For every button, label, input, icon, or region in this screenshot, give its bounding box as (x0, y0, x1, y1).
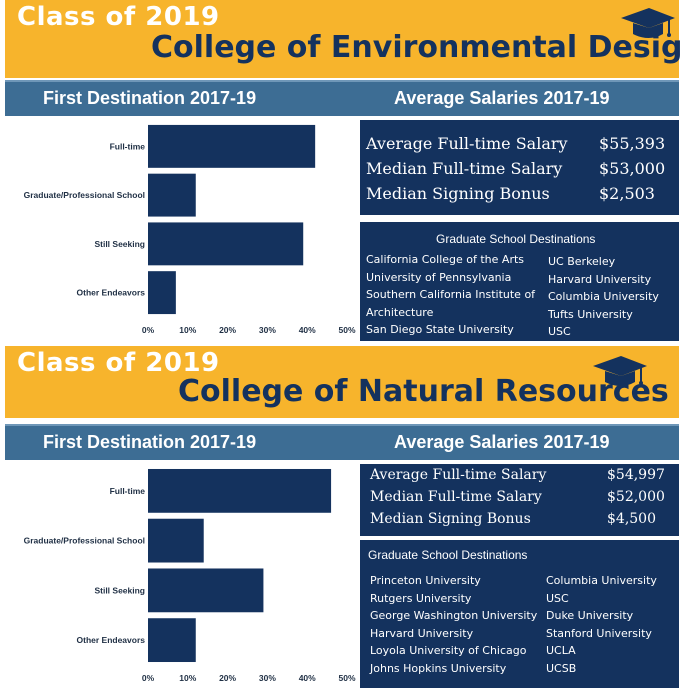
x-tick-label: 20% (219, 325, 236, 335)
bar-still-seeking (148, 222, 304, 266)
grad-school-item: George Washington University (370, 609, 538, 623)
grad-school-item: Harvard University (370, 626, 474, 640)
bar-full-time (148, 468, 332, 513)
x-tick-label: 50% (338, 325, 355, 335)
category-label: Other Endeavors (77, 635, 146, 645)
first-destination-chart: Full-time Graduate/Professional School Sti… (5, 116, 360, 341)
bar-chart-svg: Full-time Graduate/Professional School Sti… (24, 468, 356, 683)
panel-environmental-design: Class of 2019 College of Environmental D… (0, 0, 683, 343)
graduation-cap-icon (593, 356, 647, 386)
bar-other-endeavors (148, 271, 176, 315)
salary-row: Median Signing Bonus $2,503 (366, 184, 673, 203)
salaries-title: Average Salaries 2017-19 (394, 432, 610, 452)
grad-school-item: Harvard University (548, 272, 652, 286)
category-label: Graduate/Professional School (24, 536, 145, 546)
x-tick-label: 0% (142, 325, 155, 335)
x-tick-label: 20% (219, 673, 236, 683)
panel-natural-resources: Class of 2019 College of Natural Resourc… (0, 346, 683, 691)
salary-row: Average Full-time Salary $55,393 (366, 134, 673, 153)
grad-school-item: USC (546, 591, 569, 605)
grad-school-item: Columbia University (546, 574, 657, 587)
salary-row: Median Signing Bonus $4,500 (370, 511, 673, 527)
section-header: First Destination 2017-19 Average Salari… (5, 424, 679, 460)
grad-school-box: Graduate School Destinations Princeton U… (360, 540, 679, 688)
grad-school-column-2: Columbia University USC Duke University … (546, 572, 657, 678)
first-destination-title: First Destination 2017-19 (43, 432, 257, 452)
section-header: First Destination 2017-19 Average Salari… (5, 80, 679, 116)
x-tick-label: 0% (142, 673, 155, 683)
grad-school-item: San Diego State University (366, 323, 514, 337)
salary-row: Median Full-time Salary $52,000 (370, 489, 673, 505)
grad-school-title: Graduate School Destinations (368, 548, 528, 562)
grad-school-item: Loyola University of Chicago (370, 644, 527, 658)
banner: Class of 2019 College of Environmental D… (5, 0, 683, 78)
salary-label: Average Full-time Salary (366, 134, 568, 153)
grad-school-item: USC (548, 325, 571, 339)
salary-value: $52,000 (607, 489, 665, 505)
grad-school-item: UCLA (546, 644, 576, 658)
salary-value: $53,000 (599, 159, 666, 178)
category-label: Still Seeking (94, 585, 145, 595)
grad-school-item: Columbia University (548, 290, 659, 304)
grad-school-item: UCSB (546, 661, 577, 675)
salary-label: Median Signing Bonus (370, 511, 531, 527)
grad-school-item: UC Berkeley (548, 255, 616, 268)
class-of-title: Class of 2019 (17, 2, 220, 32)
salary-box: Average Full-time Salary $54,997 Median F… (360, 464, 679, 536)
grad-school-column-1: California College of the Arts Universit… (366, 251, 535, 339)
first-destination-chart: Full-time Graduate/Professional School Sti… (5, 460, 360, 689)
salary-value: $4,500 (607, 511, 656, 527)
bar-other-endeavors (148, 618, 196, 663)
salary-label: Median Signing Bonus (366, 184, 550, 203)
x-tick-label: 30% (259, 325, 276, 335)
x-tick-label: 10% (179, 325, 196, 335)
salary-box: Average Full-time Salary $55,393 Median F… (360, 120, 679, 215)
category-label: Other Endeavors (77, 288, 146, 298)
bar-still-seeking (148, 568, 264, 613)
salary-row: Average Full-time Salary $54,997 (370, 467, 673, 483)
class-of-title: Class of 2019 (17, 348, 220, 378)
banner: Class of 2019 College of Natural Resourc… (5, 346, 679, 418)
grad-school-item: California College of the Arts (366, 253, 525, 266)
grad-school-column-1: Princeton University Rutgers University … (370, 572, 537, 678)
college-title: College of Natural Resources (178, 374, 669, 409)
category-label: Graduate/Professional School (24, 190, 145, 200)
x-tick-label: 50% (338, 673, 355, 683)
category-label: Full-time (110, 141, 146, 151)
grad-school-item: Stanford University (546, 626, 652, 640)
salaries-title: Average Salaries 2017-19 (394, 88, 610, 108)
category-label: Full-time (110, 486, 146, 496)
bar-full-time (148, 124, 316, 168)
grad-school-item: University of Pennsylvania (366, 270, 512, 284)
grad-school-item: Duke University (546, 609, 634, 623)
grad-school-title: Graduate School Destinations (436, 232, 596, 246)
salary-value: $2,503 (599, 184, 655, 203)
x-tick-label: 30% (259, 673, 276, 683)
grad-school-item: Rutgers University (370, 591, 472, 605)
x-tick-label: 40% (299, 325, 316, 335)
first-destination-title: First Destination 2017-19 (43, 88, 257, 108)
grad-school-item: Tufts University (548, 307, 633, 321)
grad-school-item: Architecture (366, 305, 434, 319)
bar-chart-svg: Full-time Graduate/Professional School Sti… (24, 124, 356, 335)
grad-school-item: Southern California Institute of (366, 288, 536, 302)
grad-school-item: Princeton University (370, 574, 481, 587)
x-tick-label: 40% (299, 673, 316, 683)
salary-label: Average Full-time Salary (370, 467, 547, 483)
graduation-cap-icon (621, 8, 675, 38)
salary-value: $54,997 (607, 467, 665, 483)
college-title: College of Environmental Design (151, 30, 683, 65)
salary-row: Median Full-time Salary $53,000 (366, 159, 673, 178)
grad-school-item: Johns Hopkins University (370, 661, 507, 675)
grad-school-box: Graduate School Destinations California … (360, 222, 679, 341)
bar-graduate-professional-school (148, 173, 196, 217)
salary-value: $55,393 (599, 134, 666, 153)
salary-label: Median Full-time Salary (366, 159, 563, 178)
category-label: Still Seeking (94, 239, 145, 249)
bar-graduate-professional-school (148, 518, 204, 563)
grad-school-column-2: UC Berkeley Harvard University Columbia … (548, 253, 659, 341)
x-tick-label: 10% (179, 673, 196, 683)
salary-label: Median Full-time Salary (370, 489, 542, 505)
